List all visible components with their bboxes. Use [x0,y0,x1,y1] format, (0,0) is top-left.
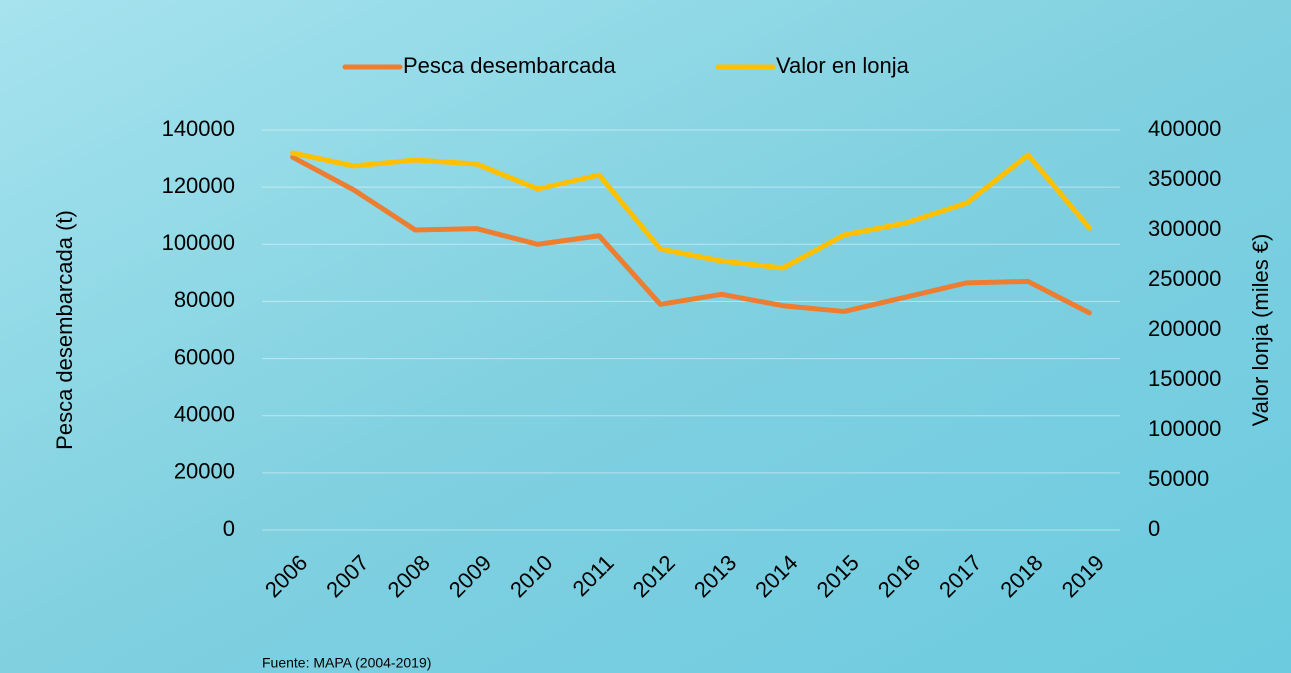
y-tick-label: 60000 [174,344,235,369]
legend-label: Valor en lonja [776,53,910,78]
series-line [290,150,1092,271]
y2-tick-label: 250000 [1148,266,1221,291]
y2-axis-title: Valor lonja (miles €) [1248,234,1273,427]
y2-tick-label: 350000 [1148,166,1221,191]
y2-tick-label: 200000 [1148,316,1221,341]
series-line [290,154,1092,316]
y2-tick-label: 150000 [1148,366,1221,391]
y-tick-label: 80000 [174,287,235,312]
y-tick-label: 120000 [162,173,235,198]
source-note: Fuente: MAPA (2004-2019) [262,655,431,671]
y-axis-title: Pesca desembarcada (t) [52,210,77,450]
y-tick-label: 0 [223,516,235,541]
y2-tick-label: 50000 [1148,466,1209,491]
legend-label: Pesca desembarcada [403,53,617,78]
y-tick-label: 100000 [162,230,235,255]
y-tick-label: 40000 [174,402,235,427]
y2-tick-label: 100000 [1148,416,1221,441]
y-tick-label: 20000 [174,459,235,484]
y2-tick-label: 0 [1148,516,1160,541]
y-tick-label: 140000 [162,116,235,141]
y2-tick-label: 400000 [1148,116,1221,141]
y2-tick-label: 300000 [1148,216,1221,241]
